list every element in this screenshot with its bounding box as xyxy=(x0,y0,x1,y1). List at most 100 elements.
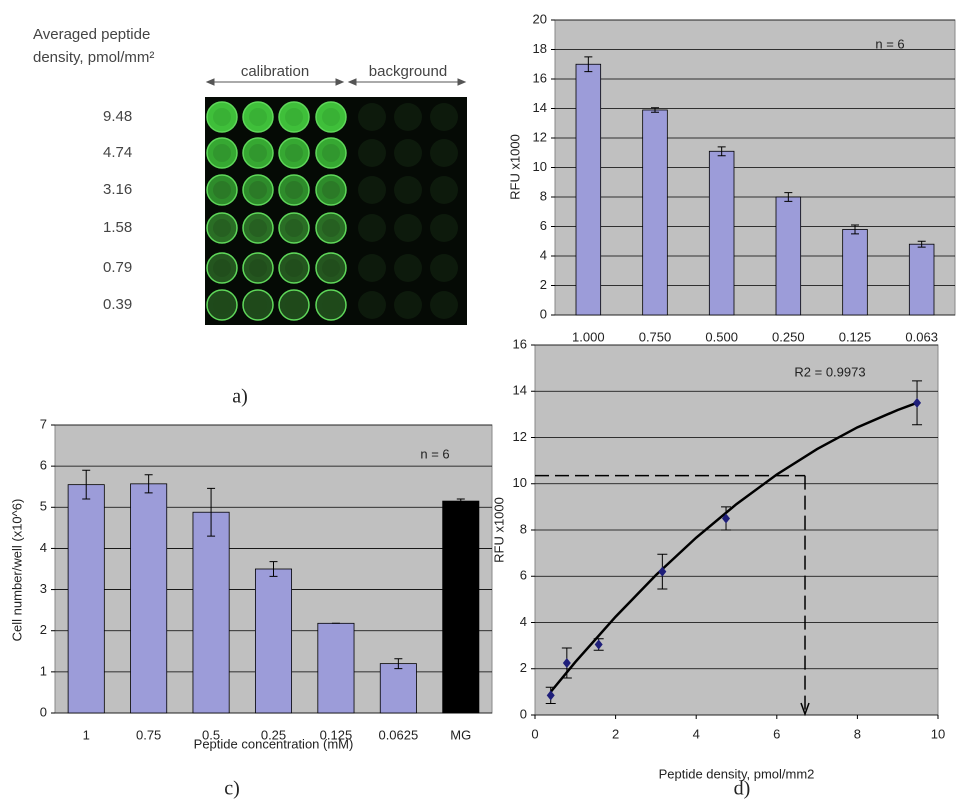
y-tick-label: 0 xyxy=(40,704,47,719)
annotation: n = 6 xyxy=(420,446,449,461)
well-center xyxy=(249,219,267,237)
y-tick-label: 3 xyxy=(40,581,47,596)
well-center xyxy=(249,296,267,314)
well-center xyxy=(213,259,231,277)
error-bar xyxy=(584,56,593,73)
reference-arrow xyxy=(800,702,810,717)
well-center xyxy=(322,296,340,314)
annotation: R2 = 0.9973 xyxy=(794,364,865,379)
y-tick-label: 18 xyxy=(533,41,547,56)
error-bar xyxy=(717,146,726,157)
x-tick-label: 0.5 xyxy=(202,727,220,742)
error-bar xyxy=(207,487,216,537)
error-bar xyxy=(851,224,859,235)
x-tick-label: 0.500 xyxy=(705,329,738,344)
x-axis-label: Peptide concentration (mM) xyxy=(194,736,354,751)
well-center xyxy=(285,144,303,162)
bar xyxy=(317,622,355,714)
wells xyxy=(206,101,458,321)
x-tick-label: 0.0625 xyxy=(378,727,418,742)
background-spot xyxy=(394,103,422,131)
background-spot xyxy=(430,254,458,282)
row-label: 1.58 xyxy=(103,219,132,236)
background-spot xyxy=(430,214,458,242)
x-tick-label: 1.000 xyxy=(572,329,605,344)
background-spot xyxy=(394,214,422,242)
point xyxy=(913,397,922,408)
row-label: 3.16 xyxy=(103,181,132,198)
well-center xyxy=(213,144,231,162)
y-tick-label: 6 xyxy=(540,218,547,233)
well-center xyxy=(249,108,267,126)
background-spot xyxy=(358,103,386,131)
error-bar xyxy=(144,474,153,494)
bar xyxy=(642,109,668,316)
well-center xyxy=(322,108,340,126)
y-tick-label: 2 xyxy=(540,277,547,292)
y-tick-label: 20 xyxy=(533,11,547,26)
error-bar xyxy=(456,498,465,504)
y-tick-label: 6 xyxy=(520,568,527,583)
bar xyxy=(908,243,935,316)
background-spot xyxy=(358,254,386,282)
well-center xyxy=(249,144,267,162)
panel-a-title: density, pmol/mm² xyxy=(33,49,154,66)
background-spot xyxy=(394,139,422,167)
y-tick-label: 0 xyxy=(540,306,547,321)
x-axis-label: Peptide density, pmol/mm2 xyxy=(659,766,815,781)
y-tick-label: 12 xyxy=(533,129,547,144)
well-center xyxy=(213,219,231,237)
well-center xyxy=(213,181,231,199)
background-spot xyxy=(394,291,422,319)
x-tick-label: 0.250 xyxy=(772,329,805,344)
y-tick-label: 2 xyxy=(40,622,47,637)
bar xyxy=(192,511,230,714)
y-tick-label: 8 xyxy=(520,521,527,536)
background-spot xyxy=(358,214,386,242)
error-bar xyxy=(917,240,926,248)
row-label: 0.79 xyxy=(103,259,132,276)
error-bar xyxy=(784,192,793,202)
point xyxy=(562,657,571,668)
x-tick-label: 0.750 xyxy=(639,329,672,344)
y-tick-label: 4 xyxy=(40,540,47,555)
x-tick-label: 0.125 xyxy=(320,727,353,742)
y-axis-label: RFU x1000 xyxy=(507,134,522,200)
bar xyxy=(67,484,105,714)
error-bar xyxy=(394,658,403,670)
y-tick-label: 10 xyxy=(513,475,527,490)
y-tick-label: 16 xyxy=(513,336,527,351)
y-tick-label: 10 xyxy=(533,159,547,174)
fit-curve xyxy=(549,401,918,693)
y-tick-label: 8 xyxy=(540,188,547,203)
x-tick-label: 10 xyxy=(931,726,945,741)
error-bar xyxy=(651,107,659,113)
column-label: calibration xyxy=(241,63,309,80)
y-tick-label: 6 xyxy=(40,458,47,473)
bar xyxy=(442,500,480,714)
x-tick-label: 6 xyxy=(773,726,780,741)
point xyxy=(658,566,667,577)
well-center xyxy=(249,259,267,277)
column-label: background xyxy=(369,63,447,80)
bar xyxy=(575,63,602,316)
error-bar xyxy=(269,561,278,577)
background-spot xyxy=(430,139,458,167)
well-center xyxy=(322,259,340,277)
background-spot xyxy=(430,291,458,319)
y-axis-label: Cell number/well (x10^6) xyxy=(9,499,24,642)
well-center xyxy=(322,181,340,199)
x-tick-label: 0.75 xyxy=(136,727,161,742)
y-tick-label: 4 xyxy=(520,614,527,629)
column-arrows xyxy=(205,78,467,86)
y-tick-label: 16 xyxy=(533,70,547,85)
background-spot xyxy=(430,176,458,204)
y-tick-label: 14 xyxy=(513,383,527,398)
background-spot xyxy=(430,103,458,131)
well-center xyxy=(285,108,303,126)
bar xyxy=(130,483,168,714)
x-tick-label: MG xyxy=(450,727,471,742)
well-center xyxy=(285,181,303,199)
well-center xyxy=(285,259,303,277)
